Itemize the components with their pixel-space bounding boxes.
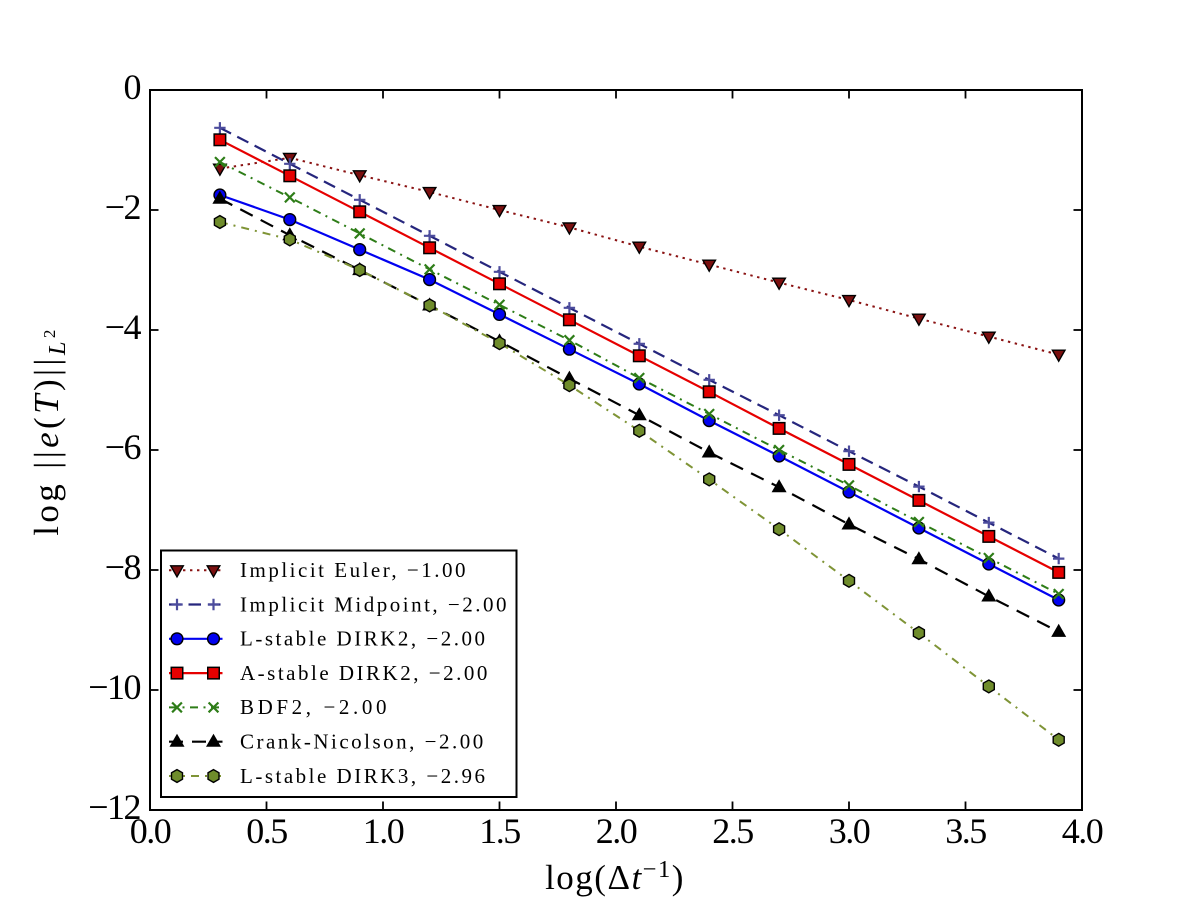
svg-text:−10: −10	[88, 667, 140, 707]
svg-text:0: 0	[124, 67, 141, 107]
svg-text:log ||e(T)||L2: log ||e(T)||L2	[27, 326, 71, 536]
svg-text:2.0: 2.0	[596, 811, 637, 851]
svg-text:0.0: 0.0	[130, 811, 171, 851]
svg-text:3.5: 3.5	[945, 811, 986, 851]
svg-text:L-stable DIRK3, −2.96: L-stable DIRK3, −2.96	[240, 764, 487, 788]
svg-text:−4: −4	[105, 307, 142, 347]
svg-text:−12: −12	[88, 787, 140, 827]
svg-text:−2: −2	[105, 187, 141, 227]
svg-text:Crank-Nicolson, −2.00: Crank-Nicolson, −2.00	[240, 730, 486, 754]
svg-text:Implicit Midpoint, −2.00: Implicit Midpoint, −2.00	[240, 592, 509, 616]
svg-text:L-stable DIRK2, −2.00: L-stable DIRK2, −2.00	[240, 627, 487, 651]
svg-text:Implicit Euler, −1.00: Implicit Euler, −1.00	[240, 558, 468, 582]
svg-text:1.0: 1.0	[363, 811, 404, 851]
svg-text:0.5: 0.5	[246, 811, 287, 851]
svg-text:2.5: 2.5	[712, 811, 753, 851]
svg-text:−6: −6	[105, 427, 141, 467]
svg-text:−8: −8	[105, 547, 141, 587]
svg-text:3.0: 3.0	[829, 811, 870, 851]
svg-text:BDF2, −2.00: BDF2, −2.00	[240, 695, 390, 719]
svg-text:A-stable DIRK2, −2.00: A-stable DIRK2, −2.00	[240, 661, 490, 685]
svg-text:4.0: 4.0	[1062, 811, 1103, 851]
svg-text:1.5: 1.5	[479, 811, 520, 851]
